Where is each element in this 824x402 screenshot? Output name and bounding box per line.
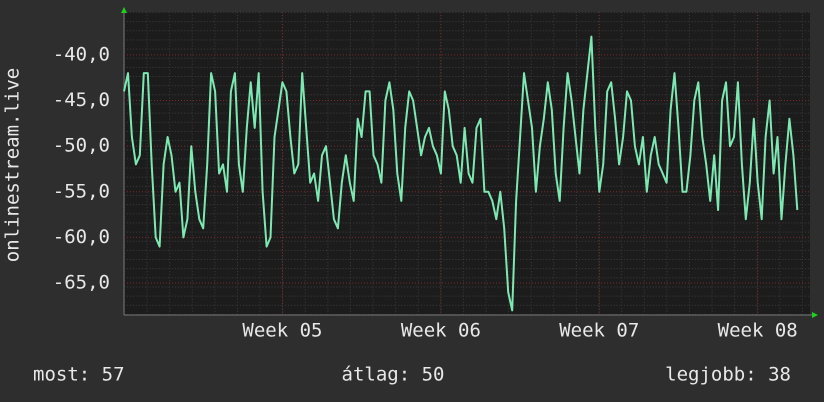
y-tick-label: -50,0 (53, 135, 110, 157)
x-tick-label: Week 06 (401, 320, 481, 342)
y-arrow (121, 7, 127, 13)
footer-current: most: 57 (33, 364, 125, 386)
y-tick-label: -45,0 (53, 89, 110, 111)
x-tick-label: Week 08 (718, 320, 798, 342)
data-line (123, 35, 799, 312)
y-tick-label: -55,0 (53, 180, 110, 202)
x-tick-label: Week 05 (242, 320, 322, 342)
footer-best: legjobb: 38 (665, 364, 791, 386)
x-tick-label: Week 07 (559, 320, 639, 342)
y-axis-title: onlinestream.live (2, 68, 24, 262)
footer-average: átlag: 50 (342, 364, 445, 386)
y-tick-label: -65,0 (53, 272, 110, 294)
x-arrow (812, 312, 818, 318)
y-tick-label: -60,0 (53, 226, 110, 248)
y-tick-label: -40,0 (53, 43, 110, 65)
